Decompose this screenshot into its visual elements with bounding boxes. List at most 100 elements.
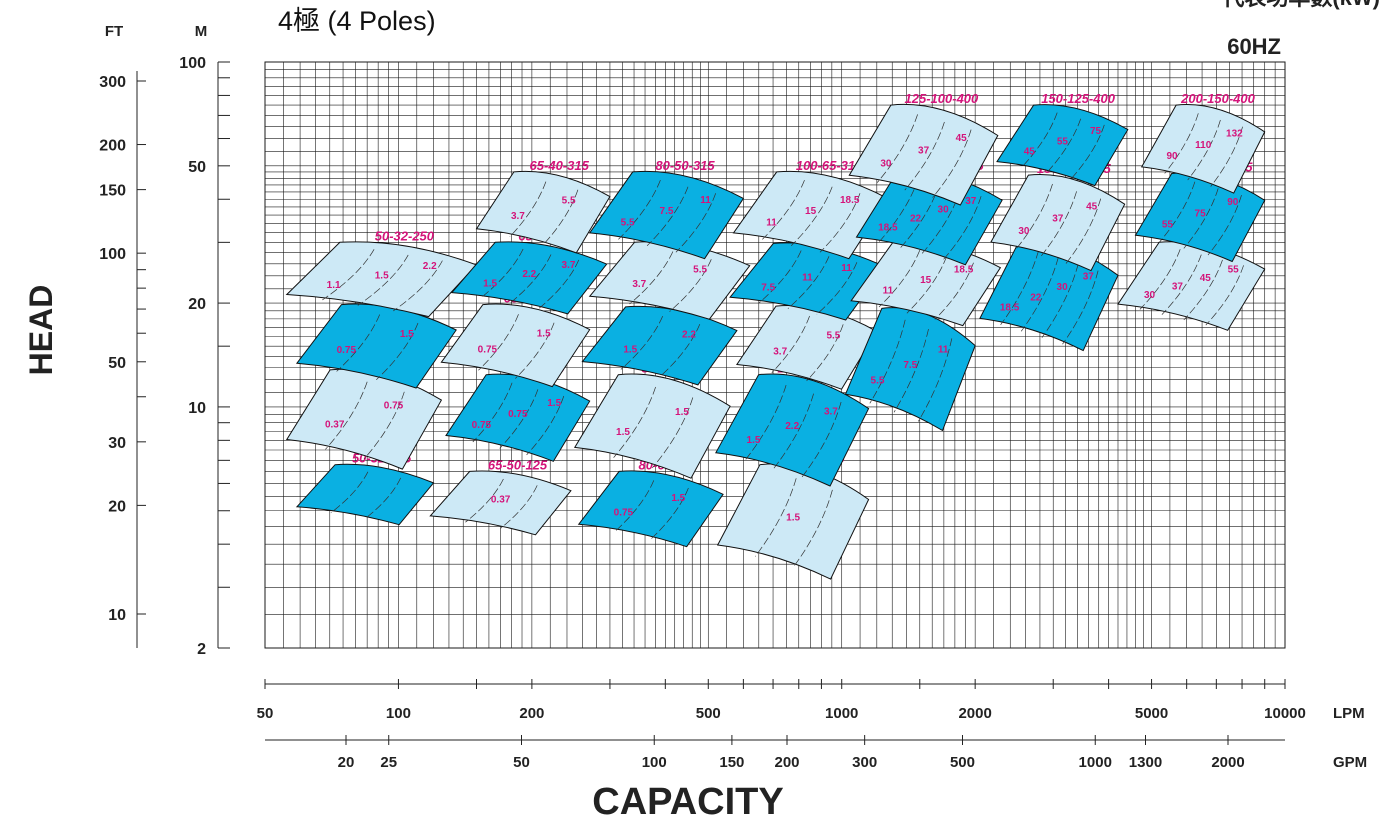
y2-unit-label: FT (105, 23, 123, 40)
zone-curve (1205, 265, 1244, 326)
zone-65-50-200 (440, 303, 591, 388)
zone-80-65-125 (577, 470, 724, 548)
zone-power-label: 18.5 (840, 195, 860, 206)
gpm-tick-label: 500 (950, 754, 975, 771)
m-tick-label: 50 (188, 159, 206, 176)
zone-curve (1070, 124, 1105, 180)
zone-curve (869, 319, 906, 404)
x-unit-label: LPM (1333, 705, 1365, 722)
zone-curve (1041, 263, 1079, 338)
zone-curve (646, 186, 689, 247)
zone-power-label: 0.75 (472, 420, 492, 431)
zone-curve (500, 485, 538, 529)
zone-curve (618, 179, 661, 240)
zone-power-label: 37 (1083, 272, 1095, 283)
y-unit-label: M (195, 23, 208, 40)
zone-power-label: 55 (1228, 265, 1240, 276)
zone-curve (893, 329, 929, 413)
zone-curve (917, 338, 953, 422)
gpm-tick-label: 300 (852, 754, 877, 771)
gpm-tick-label: 50 (513, 754, 530, 771)
zone-power-label: 1.5 (623, 344, 637, 355)
zone-model-label: 100-65-315 (796, 158, 863, 173)
zone-model-label: 65-40-315 (530, 158, 590, 173)
zone-curve (330, 471, 369, 514)
zone-curve (906, 256, 947, 314)
lpm-tick-label: 200 (519, 705, 544, 722)
zone-curve (1187, 119, 1221, 181)
gpm-tick-label: 20 (338, 754, 355, 771)
zone-power-label: 1.5 (747, 435, 761, 446)
zone-power-label: 5.5 (562, 196, 576, 207)
chart-title: 4極 (4 Poles) (278, 6, 436, 36)
zone-power-label: 11 (766, 217, 777, 228)
zone-curve (1164, 113, 1199, 174)
zone-curve (744, 384, 787, 462)
zone-curve (1139, 249, 1181, 310)
zone-model-label: 50-32-250 (375, 228, 435, 243)
zone-curve (1183, 259, 1223, 321)
zone-curve (325, 381, 368, 450)
zone-curve (1062, 270, 1099, 345)
zone-power-label: 1.5 (483, 278, 497, 289)
gpm-tick-label: 1000 (1079, 754, 1112, 771)
zone-curve (771, 315, 810, 373)
zone-150-125-400 (996, 104, 1129, 187)
zone-curve (932, 129, 972, 198)
zone-curve (613, 386, 656, 458)
zone-curve (1161, 254, 1202, 315)
gpm-tick-label: 100 (642, 754, 667, 771)
gpm-tick-label: 25 (380, 754, 397, 771)
zone-65-50-125 (429, 470, 572, 536)
zone-model-label: 80-50-315 (655, 158, 715, 173)
zone-power-label: 45 (1024, 147, 1036, 158)
zone-curve (1040, 191, 1077, 257)
zone-power-label: 3.7 (773, 347, 787, 358)
zone-power-label: 0.75 (337, 345, 357, 356)
zone-80-50-315 (588, 170, 745, 260)
zone-power-label: 0.75 (614, 507, 634, 518)
zone-curve (1015, 183, 1053, 250)
zone-model-label: 65-50-125 (488, 457, 548, 472)
zone-65-40-250 (450, 241, 608, 315)
zone-curve (480, 248, 524, 299)
zone-curve (620, 315, 664, 370)
y-axis-title: HEAD (23, 285, 59, 376)
zone-curve (1159, 181, 1196, 243)
m-tick-label: 2 (197, 641, 206, 658)
zone-curve (806, 324, 844, 382)
zone-power-label: 30 (1144, 290, 1156, 301)
zone-power-label: 1.5 (375, 271, 389, 282)
zone-curve (357, 254, 409, 306)
zone-200-150-250 (1117, 241, 1266, 331)
zone-curve (675, 193, 717, 253)
zone-curve (1207, 194, 1242, 256)
zone-power-label: 45 (956, 133, 968, 144)
zone-curve (542, 189, 579, 246)
zone-power-label: 2.2 (423, 261, 437, 272)
zone-power-label: 7.5 (761, 282, 775, 293)
zone-curve (816, 262, 858, 315)
zone-200-150-400 (1140, 104, 1266, 194)
zone-power-label: 7.5 (903, 360, 917, 371)
zone-power-label: 37 (1172, 281, 1184, 292)
zone-model-label: 200-150-400 (1180, 91, 1255, 106)
zone-curve (363, 391, 405, 460)
zone-80-65-160 (573, 373, 731, 479)
zone-curve (478, 314, 519, 371)
zone-curve (801, 401, 842, 478)
zone-curve (943, 196, 982, 260)
zone-curve (376, 322, 419, 380)
zone-power-label: 5.5 (826, 331, 840, 342)
zone-100-65-315 (732, 170, 889, 260)
zone-power-label: 18.5 (878, 223, 898, 234)
m-tick-label: 20 (188, 296, 206, 313)
zone-curve (614, 480, 655, 532)
zone-50-32-125 (295, 463, 435, 526)
zone-power-label: 7.5 (660, 206, 674, 217)
zone-power-label: 45 (1086, 201, 1098, 212)
lpm-tick-label: 100 (386, 705, 411, 722)
zone-80-50-200 (581, 305, 738, 386)
zone-power-label: 75 (1195, 208, 1207, 219)
